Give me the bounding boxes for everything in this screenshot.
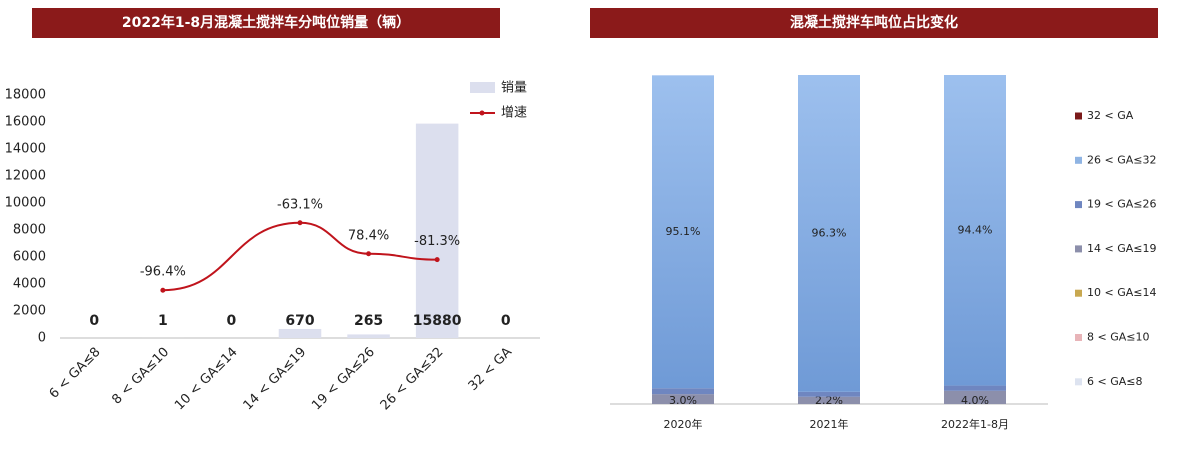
data-label: 0 (89, 313, 99, 329)
y-tick-label: 8000 (13, 223, 46, 238)
y-tick-label: 14000 (5, 142, 46, 157)
data-label: 1 (158, 313, 168, 329)
legend-swatch (1075, 156, 1082, 164)
data-label: -81.3% (414, 234, 460, 249)
bar-segment (798, 391, 860, 397)
data-label: 670 (285, 313, 314, 329)
legend-swatch (1075, 112, 1082, 120)
x-tick-label: 32 < GA (466, 345, 515, 394)
legend-label: 19 < GA≤26 (1087, 198, 1156, 211)
data-label: -96.4% (140, 265, 186, 280)
data-label: 15880 (413, 313, 462, 329)
x-tick-label: 2022年1-8月 (941, 417, 1009, 431)
bar-segment (944, 75, 1006, 386)
y-tick-label: 12000 (5, 169, 46, 184)
growth-point (366, 251, 372, 257)
x-tick-label: 10 < GA≤14 (172, 345, 241, 414)
data-label: 96.3% (812, 226, 847, 239)
title-bar (590, 8, 1158, 38)
x-tick-label: 19 < GA≤26 (309, 345, 378, 414)
chart-title: 2022年1-8月混凝土搅拌车分吨位销量（辆） (122, 14, 410, 31)
y-tick-label: 18000 (5, 88, 46, 103)
legend-swatch (1075, 289, 1082, 297)
data-label: 265 (354, 313, 383, 329)
legend-label: 销量 (501, 81, 527, 96)
bar (347, 334, 390, 338)
y-tick-label: 6000 (13, 250, 46, 265)
title-bar (32, 8, 500, 38)
bar-segment (944, 390, 1006, 404)
data-label: 78.4% (348, 228, 389, 243)
data-label: 0 (227, 313, 237, 329)
legend-label: 6 < GA≤8 (1087, 375, 1142, 388)
legend-swatch (1075, 378, 1082, 386)
legend-swatch (470, 82, 495, 93)
bar-segment (944, 385, 1006, 391)
y-tick-label: 0 (38, 331, 46, 346)
y-tick-label: 4000 (13, 277, 46, 292)
legend-label: 14 < GA≤19 (1087, 242, 1156, 255)
legend-swatch (1075, 334, 1082, 341)
growth-point (160, 287, 166, 293)
x-tick-label: 2021年 (810, 417, 849, 431)
data-label: 94.4% (958, 223, 993, 236)
data-label: 95.1% (666, 225, 701, 238)
x-tick-label: 8 < GA≤10 (109, 345, 172, 408)
legend-swatch (479, 110, 485, 116)
bar-segment (798, 75, 860, 392)
data-label: 2.2% (815, 394, 843, 407)
bar-segment (652, 388, 714, 395)
data-label: 4.0% (961, 394, 989, 407)
data-label: 3.0% (669, 394, 697, 407)
bar-segment (798, 396, 860, 404)
x-tick-label: 2020年 (664, 417, 703, 431)
legend-label: 增速 (501, 106, 527, 121)
legend-label: 8 < GA≤10 (1087, 331, 1149, 344)
legend-swatch (1075, 201, 1082, 209)
data-label: 0 (501, 313, 511, 329)
chart-title: 混凝土搅拌车吨位占比变化 (790, 14, 958, 31)
legend-label: 10 < GA≤14 (1087, 286, 1156, 299)
bar (415, 123, 459, 339)
x-tick-label: 14 < GA≤19 (241, 345, 310, 414)
y-tick-label: 2000 (13, 304, 46, 319)
y-tick-label: 16000 (5, 115, 46, 130)
legend-swatch (1075, 245, 1082, 253)
bar-segment (652, 394, 714, 404)
x-tick-label: 26 < GA≤32 (378, 345, 447, 414)
data-label: -63.1% (277, 197, 323, 212)
legend-label: 32 < GA (1087, 109, 1134, 122)
legend-label: 26 < GA≤32 (1087, 153, 1156, 166)
y-tick-label: 10000 (5, 196, 46, 211)
bar (278, 328, 322, 338)
growth-point (434, 257, 440, 263)
bar-segment (652, 75, 714, 389)
growth-line (162, 221, 438, 292)
growth-point (297, 220, 303, 226)
x-tick-label: 6 < GA≤8 (47, 345, 104, 402)
